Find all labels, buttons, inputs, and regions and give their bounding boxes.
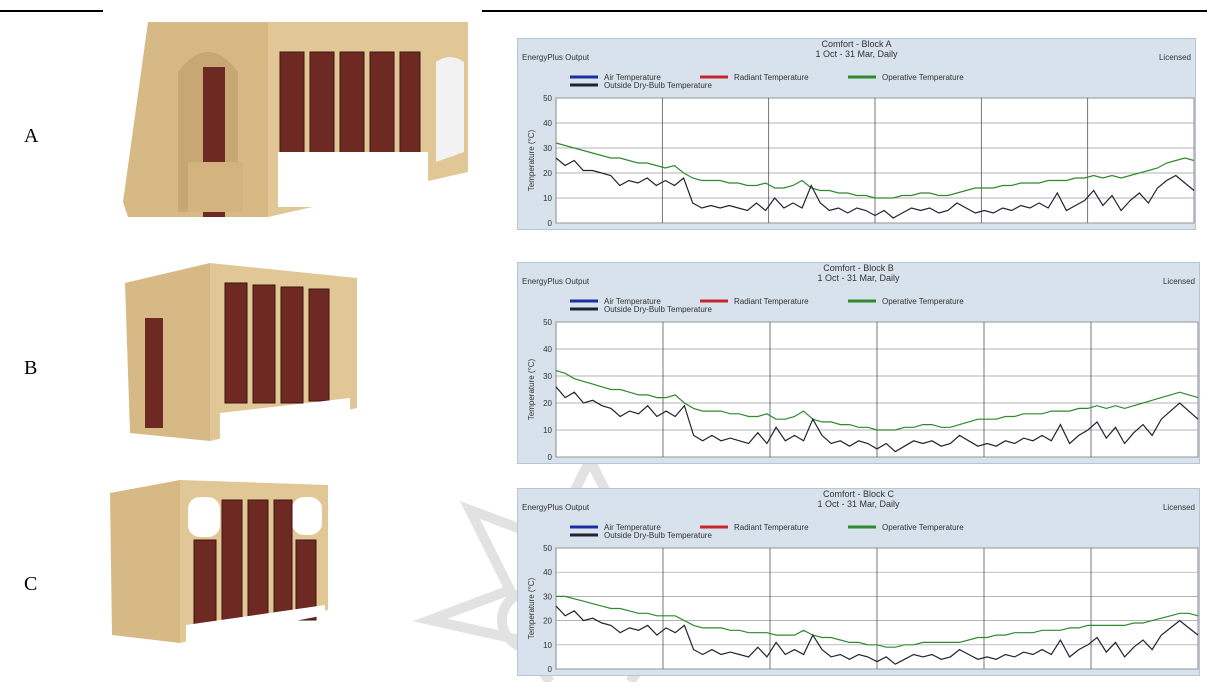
chart-a-license: Licensed xyxy=(1158,53,1191,62)
chart-block-c: Comfort - Block C 1 Oct - 31 Mar, Daily … xyxy=(517,488,1200,676)
chart-c-ytick-50: 50 xyxy=(543,544,552,553)
row-label-b: B xyxy=(24,357,38,379)
chart-c-ytick-40: 40 xyxy=(543,568,552,577)
chart-b-legend-label-operative-temperature: Operative Temperature xyxy=(882,297,964,306)
chart-c-period: 1 Oct - 31 Mar, Daily xyxy=(817,499,900,509)
chart-a-ytick-30: 30 xyxy=(543,144,552,153)
chart-a-series-operative-temperature xyxy=(555,142,1195,199)
row-label-c: C xyxy=(24,573,38,595)
chart-b-ytick-30: 30 xyxy=(543,372,552,381)
chart-b-license: Licensed xyxy=(1162,277,1195,286)
chart-c-ytick-30: 30 xyxy=(543,592,552,601)
chart-a-period: 1 Oct - 31 Mar, Daily xyxy=(815,49,898,59)
row-label-a: A xyxy=(24,125,39,147)
building-model-c xyxy=(110,480,328,643)
chart-c-ytick-20: 20 xyxy=(543,617,552,626)
chart-a-series-outside-dry-bulb-temperature xyxy=(555,157,1195,219)
chart-c-svg: Air Temperature Radiant Temperature Operat… xyxy=(527,523,1199,674)
chart-b-svg: Air Temperature Radiant Temperature Operat… xyxy=(527,297,1199,462)
chart-a-ytick-40: 40 xyxy=(543,119,552,128)
chart-a-legend-label-radiant-temperature: Radiant Temperature xyxy=(734,73,809,82)
top-rule-right xyxy=(482,10,1207,12)
chart-b-legend-label-radiant-temperature: Radiant Temperature xyxy=(734,297,809,306)
chart-b-series-outside-dry-bulb-temperature xyxy=(555,386,1199,453)
chart-c-title: Comfort - Block C xyxy=(822,489,894,499)
chart-c-legend-label-radiant-temperature: Radiant Temperature xyxy=(734,523,809,532)
chart-c-license: Licensed xyxy=(1162,503,1195,512)
chart-block-b: Comfort - Block B 1 Oct - 31 Mar, Daily … xyxy=(517,262,1200,464)
chart-a-legend-label-outside-dry-bulb-temperature: Outside Dry-Bulb Temperature xyxy=(604,81,712,90)
chart-a-legend-label-operative-temperature: Operative Temperature xyxy=(882,73,964,82)
chart-c-series-operative-temperature xyxy=(556,595,1199,648)
chart-c-legend-label-operative-temperature: Operative Temperature xyxy=(882,523,964,532)
chart-block-a: Comfort - Block A 1 Oct - 31 Mar, Daily … xyxy=(517,38,1196,230)
chart-c-ytick-10: 10 xyxy=(543,641,552,650)
chart-c-legend-label-outside-dry-bulb-temperature: Outside Dry-Bulb Temperature xyxy=(604,531,712,540)
chart-a-ytick-0: 0 xyxy=(548,219,553,228)
chart-c-ylabel: Temperature (°C) xyxy=(527,577,536,639)
chart-c-legend-label-air-temperature: Air Temperature xyxy=(604,523,661,532)
chart-b-ytick-10: 10 xyxy=(543,426,552,435)
chart-b-period: 1 Oct - 31 Mar, Daily xyxy=(817,273,900,283)
chart-b-legend-label-outside-dry-bulb-temperature: Outside Dry-Bulb Temperature xyxy=(604,305,712,314)
chart-a-svg: Air Temperature Radiant Temperature Operat… xyxy=(527,73,1195,228)
chart-b-ytick-50: 50 xyxy=(543,318,552,327)
chart-b-series-operative-temperature xyxy=(555,370,1199,431)
chart-b-title: Comfort - Block B xyxy=(823,263,894,273)
chart-c-ytick-0: 0 xyxy=(548,665,553,674)
chart-a-ylabel: Temperature (°C) xyxy=(527,129,536,191)
chart-b-ytick-20: 20 xyxy=(543,399,552,408)
chart-a-source: EnergyPlus Output xyxy=(522,53,590,62)
chart-c-series-outside-dry-bulb-temperature xyxy=(555,605,1199,665)
building-model-a xyxy=(123,22,468,217)
chart-b-ylabel: Temperature (°C) xyxy=(527,358,536,420)
chart-c-source: EnergyPlus Output xyxy=(522,503,590,512)
chart-a-legend-label-air-temperature: Air Temperature xyxy=(604,73,661,82)
chart-b-ytick-0: 0 xyxy=(548,453,553,462)
top-rule-left xyxy=(0,10,103,12)
chart-a-title: Comfort - Block A xyxy=(821,39,892,49)
building-model-b xyxy=(125,263,357,441)
chart-a-ytick-50: 50 xyxy=(543,94,552,103)
chart-b-legend-label-air-temperature: Air Temperature xyxy=(604,297,661,306)
chart-a-ytick-10: 10 xyxy=(543,194,552,203)
chart-b-ytick-40: 40 xyxy=(543,345,552,354)
chart-a-ytick-20: 20 xyxy=(543,169,552,178)
chart-b-source: EnergyPlus Output xyxy=(522,277,590,286)
